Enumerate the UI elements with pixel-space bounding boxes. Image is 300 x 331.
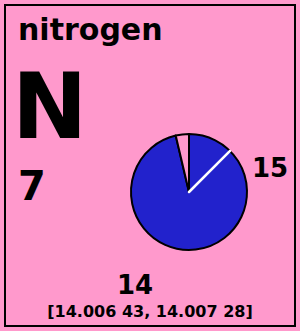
- slice-label: 15: [252, 153, 288, 183]
- border: [5, 5, 295, 326]
- chart-container: nitrogen N7 [14.006 43, 14.007 28] 14 15: [0, 0, 300, 331]
- atomic-weight: [14.006 43, 14.007 28]: [47, 302, 252, 321]
- decor-line: [189, 151, 230, 192]
- slice-label: 14: [117, 270, 153, 300]
- atomic-number: 7: [18, 163, 46, 209]
- pie: [131, 134, 247, 250]
- chart: nitrogen N7 [14.006 43, 14.007 28] 14 15: [0, 0, 300, 331]
- pie-slice: [131, 134, 247, 250]
- pie-slice: [176, 134, 189, 192]
- symbol: N: [12, 54, 87, 159]
- title: nitrogen: [18, 12, 163, 47]
